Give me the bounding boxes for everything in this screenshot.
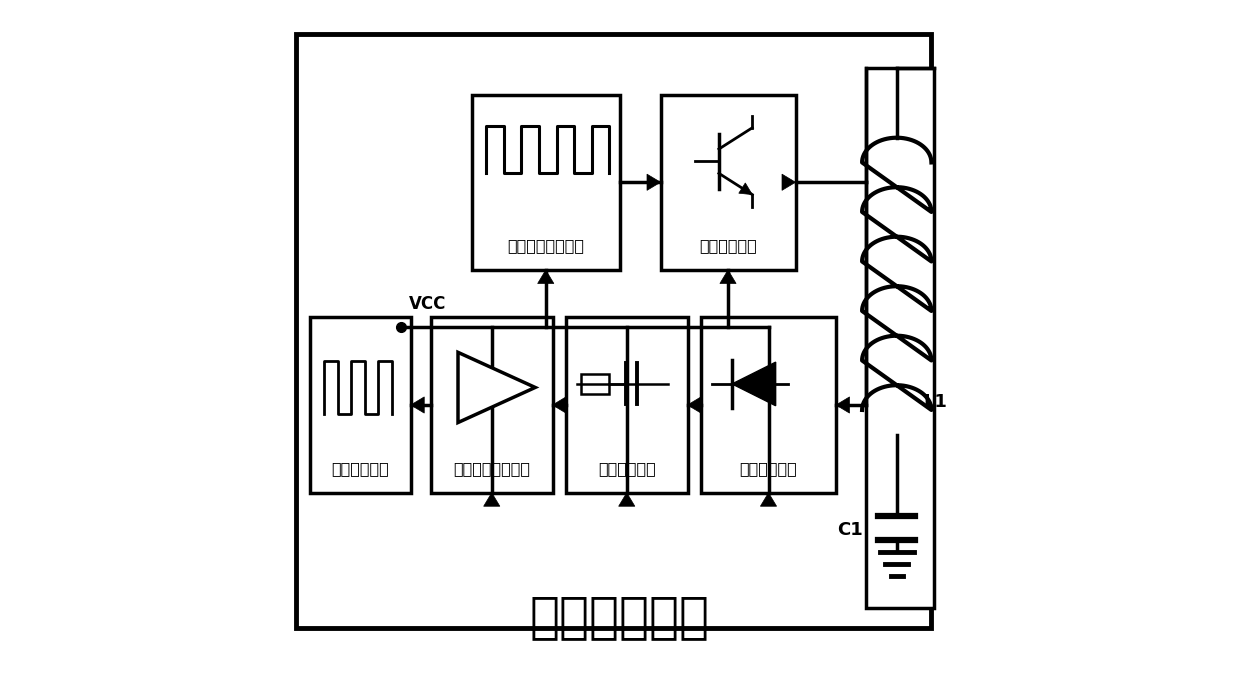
Bar: [471, 95, 620, 270]
Bar: [432, 317, 553, 493]
Text: C1: C1: [837, 521, 863, 539]
Polygon shape: [484, 493, 500, 506]
Text: 低通滤波回路: 低通滤波回路: [598, 461, 656, 476]
Bar: [582, 374, 609, 394]
Polygon shape: [553, 397, 565, 413]
Polygon shape: [647, 174, 661, 190]
Polygon shape: [410, 397, 424, 413]
Bar: [565, 317, 687, 493]
Polygon shape: [538, 270, 554, 284]
Polygon shape: [836, 397, 849, 413]
Polygon shape: [619, 493, 635, 506]
Polygon shape: [732, 362, 776, 406]
Text: 发射反馈电路: 发射反馈电路: [529, 593, 711, 642]
Polygon shape: [782, 174, 796, 190]
Text: 时钟信号发生回路: 时钟信号发生回路: [507, 238, 584, 253]
Bar: [661, 95, 796, 270]
Text: 信号输出回路: 信号输出回路: [331, 461, 389, 476]
Polygon shape: [687, 397, 701, 413]
Text: L1: L1: [924, 394, 947, 411]
Bar: [867, 68, 934, 608]
Bar: [296, 34, 930, 628]
Text: VCC: VCC: [409, 294, 446, 313]
Bar: [310, 317, 410, 493]
Text: 信号整形放大回路: 信号整形放大回路: [454, 461, 531, 476]
Bar: [701, 317, 836, 493]
Text: 功率放大回路: 功率放大回路: [699, 238, 756, 253]
Polygon shape: [458, 352, 536, 423]
Polygon shape: [720, 270, 737, 284]
Text: 信号检波回路: 信号检波回路: [739, 461, 797, 476]
Polygon shape: [760, 493, 776, 506]
Polygon shape: [739, 183, 753, 194]
